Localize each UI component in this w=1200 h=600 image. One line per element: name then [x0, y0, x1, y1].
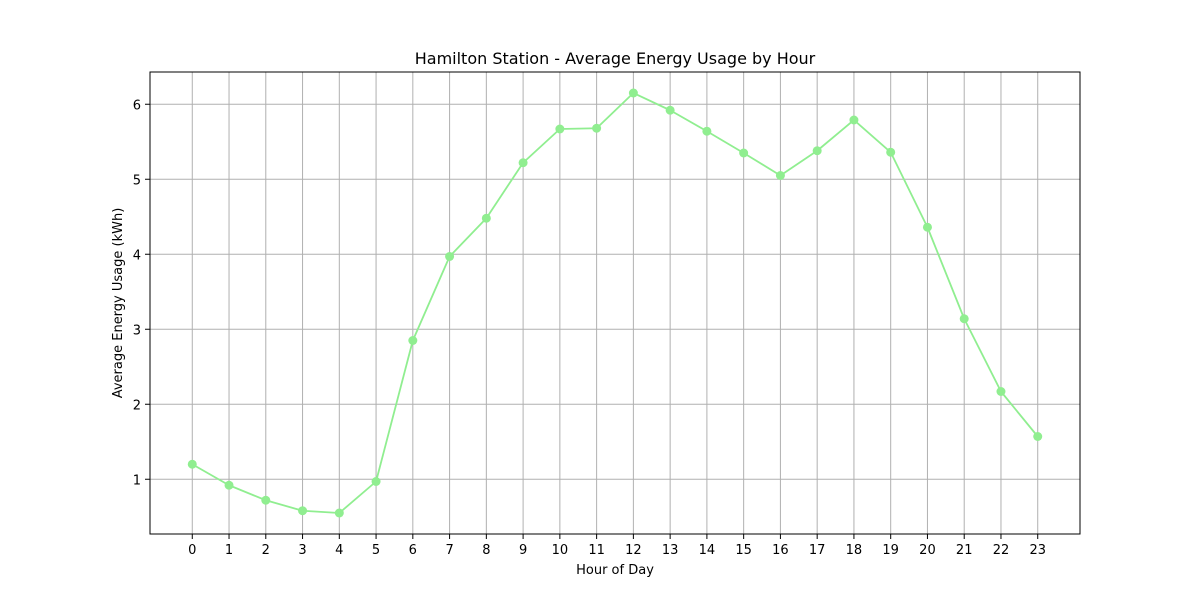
x-tick-label: 15	[735, 543, 752, 558]
data-point	[702, 126, 712, 136]
x-tick-label: 3	[298, 543, 306, 558]
y-tick-label: 6	[133, 98, 141, 113]
y-tick-label: 4	[133, 248, 141, 263]
data-point	[665, 105, 675, 115]
x-tick-label: 9	[519, 543, 527, 558]
data-point	[334, 508, 344, 518]
y-tick-label: 2	[133, 398, 141, 413]
x-tick-label: 20	[919, 543, 936, 558]
x-tick-label: 16	[772, 543, 789, 558]
y-tick-label: 1	[133, 473, 141, 488]
data-point	[224, 480, 234, 490]
data-point	[298, 506, 308, 516]
y-axis-label: Average Energy Usage (kWh)	[111, 208, 126, 399]
data-point	[628, 88, 638, 98]
data-point	[849, 115, 859, 125]
data-point	[408, 336, 418, 345]
x-tick-label: 12	[625, 543, 642, 558]
plot-frame	[149, 71, 1081, 535]
data-point	[775, 171, 785, 180]
data-point	[886, 147, 896, 157]
x-tick-label: 1	[225, 543, 233, 558]
x-tick-label: 11	[588, 543, 605, 558]
data-point	[739, 148, 749, 158]
x-tick-label: 6	[409, 543, 417, 558]
data-point	[445, 252, 455, 261]
x-tick-label: 4	[335, 543, 343, 558]
data-point	[1033, 432, 1043, 441]
y-tick-label: 5	[133, 173, 141, 188]
x-tick-label: 14	[699, 543, 716, 558]
data-point	[481, 213, 491, 223]
x-tick-label: 17	[809, 543, 826, 558]
series-line	[191, 92, 1039, 514]
y-axis-ticks: 1 2 3 4 5 6	[133, 98, 150, 488]
x-tick-label: 8	[482, 543, 490, 558]
x-tick-label: 2	[262, 543, 270, 558]
x-axis-label: Hour of Day	[576, 563, 654, 578]
x-tick-label: 13	[662, 543, 679, 558]
grid	[150, 72, 1080, 534]
x-tick-label: 18	[846, 543, 863, 558]
series-layer	[187, 88, 1043, 518]
y-tick-label: 3	[133, 323, 141, 338]
x-tick-label: 10	[552, 543, 569, 558]
x-tick-label: 5	[372, 543, 380, 558]
x-axis-ticks: 0 1 2 3 4 5 6 7 8 9 10 11 12 13 14 15 16 17 18 19 20 21 22 23	[188, 534, 1046, 558]
data-point	[592, 123, 602, 133]
data-point	[518, 158, 528, 168]
x-tick-label: 23	[1029, 543, 1046, 558]
x-tick-label: 19	[882, 543, 899, 558]
data-point	[922, 222, 932, 232]
data-point	[261, 495, 271, 505]
data-point	[187, 459, 197, 469]
x-tick-label: 21	[956, 543, 973, 558]
data-point	[959, 314, 969, 324]
data-point	[555, 124, 565, 134]
data-point	[812, 146, 822, 156]
data-point	[371, 477, 381, 486]
x-tick-label: 22	[993, 543, 1010, 558]
x-tick-label: 7	[445, 543, 453, 558]
x-tick-label: 0	[188, 543, 196, 558]
data-point	[996, 387, 1006, 396]
chart-title: Hamilton Station - Average Energy Usage …	[415, 49, 816, 68]
